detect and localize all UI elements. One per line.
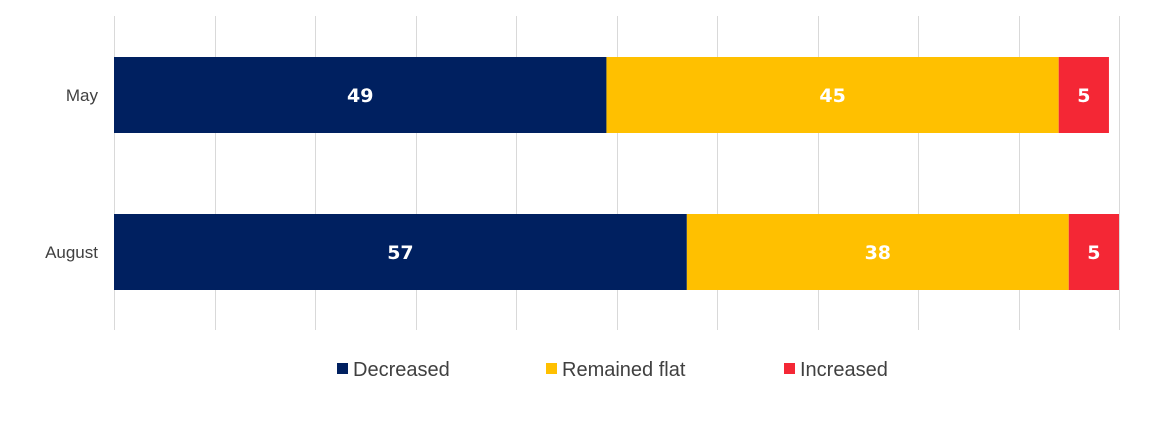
bars: 49 45 5 57 38 5 [114,57,1119,290]
legend: Decreased Remained flat Increased [337,359,888,381]
data-label: 45 [819,85,845,107]
legend-swatch [784,363,795,374]
bar-decreased-august [114,214,687,290]
legend-label: Remained flat [562,359,686,381]
data-label: 57 [387,242,413,264]
legend-swatch [546,363,557,374]
data-label: 49 [347,85,373,107]
data-label: 5 [1087,242,1100,264]
legend-item: Increased [784,359,888,381]
bar-remained-flat-august [686,214,1069,290]
legend-label: Increased [800,359,888,381]
bar-decreased-may [114,57,607,133]
category-label: August [45,243,98,262]
bar-remained-flat-may [606,57,1059,133]
legend-item: Decreased [337,359,450,381]
bar-increased-may [1058,57,1109,133]
category-label: May [66,86,99,105]
legend-swatch [337,363,348,374]
legend-item: Remained flat [546,359,686,381]
legend-label: Decreased [353,359,450,381]
data-label: 38 [865,242,891,264]
bar-increased-august [1068,214,1119,290]
category-labels: May August [45,86,98,262]
data-label: 5 [1077,85,1090,107]
